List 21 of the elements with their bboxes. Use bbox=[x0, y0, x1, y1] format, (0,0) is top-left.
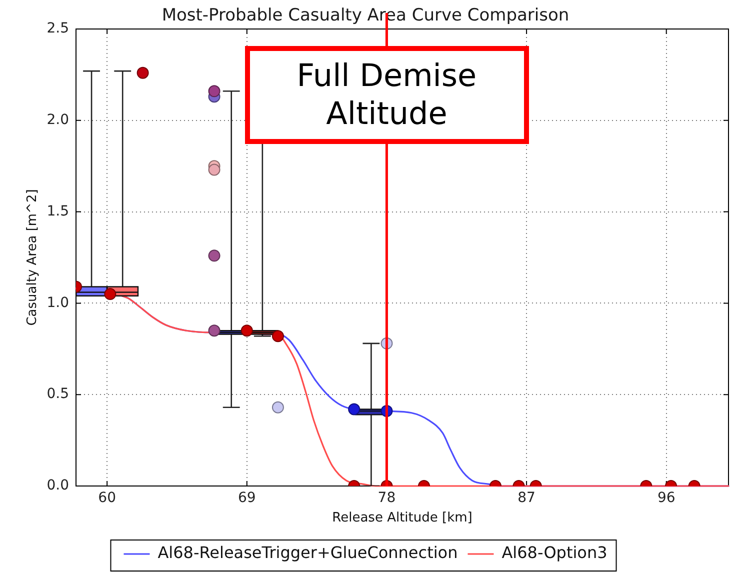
chart-title: Most-Probable Casualty Area Curve Comparison bbox=[162, 6, 570, 26]
point bbox=[208, 250, 220, 262]
point bbox=[208, 85, 220, 98]
y-axis-title: Casualty Area [m^2] bbox=[25, 189, 40, 326]
y-tick-label: 1.0 bbox=[46, 294, 69, 311]
x-tick-label: 60 bbox=[98, 490, 116, 506]
x-tick-label: 69 bbox=[238, 490, 256, 506]
y-tick-label: 1.5 bbox=[46, 203, 69, 220]
legend-label: Al68-ReleaseTrigger+GlueConnection bbox=[158, 543, 458, 562]
x-tick-label: 78 bbox=[378, 490, 396, 506]
point bbox=[136, 66, 149, 79]
x-axis-title: Release Altitude [km] bbox=[332, 510, 472, 526]
legend-label: Al68-Option3 bbox=[502, 543, 608, 562]
y-tick-label: 2.5 bbox=[46, 20, 69, 37]
y-tick-label: 2.0 bbox=[46, 112, 69, 128]
point bbox=[208, 164, 220, 176]
x-tick-label: 96 bbox=[657, 490, 676, 506]
x-tick-label: 87 bbox=[518, 490, 536, 506]
y-tick-label: 0.5 bbox=[46, 386, 69, 402]
point bbox=[104, 288, 116, 300]
y-tick-label: 0.0 bbox=[46, 478, 69, 494]
